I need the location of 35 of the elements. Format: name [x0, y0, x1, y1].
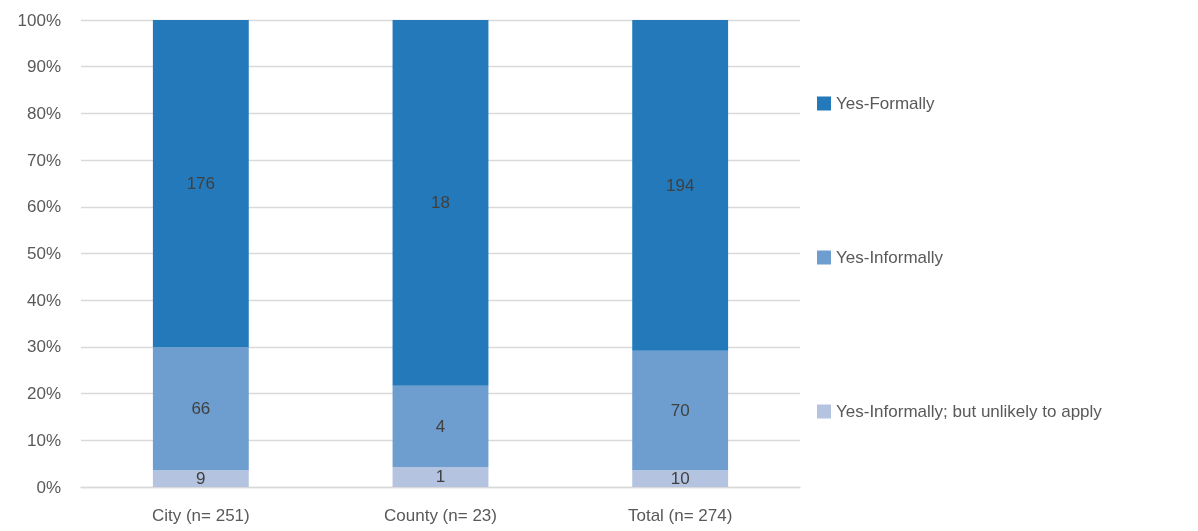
x-tick-label: County (n= 23) — [384, 506, 497, 525]
annotation: 4 — [435, 416, 446, 436]
legend-label: Yes-Formally — [836, 94, 936, 113]
annotation: 1 — [435, 467, 446, 487]
y-tick-label: 100% — [17, 10, 61, 30]
y-tick-label: 80% — [26, 103, 61, 123]
annotation: 194 — [665, 175, 695, 195]
bar — [152, 347, 249, 471]
y-tick-label: 20% — [26, 384, 61, 404]
annotation: 18 — [431, 193, 450, 213]
y-tick-label: 90% — [26, 57, 61, 77]
y-tick-label: 10% — [26, 430, 61, 450]
y-tick-label: 60% — [26, 197, 61, 217]
bar — [392, 466, 489, 487]
y-tick-label: 70% — [26, 150, 61, 170]
legend-label: Yes-Informally — [836, 248, 944, 267]
bar — [632, 470, 729, 487]
annotation: 66 — [191, 399, 211, 419]
annotation: 70 — [670, 400, 690, 420]
bar — [392, 385, 489, 467]
y-tick-label: 40% — [26, 290, 61, 310]
bar — [632, 20, 729, 351]
y-tick-label: 0% — [36, 477, 61, 497]
y-tick-label: 30% — [26, 337, 61, 357]
x-tick-label: Total (n= 274) — [627, 506, 733, 525]
y-tick-label: 50% — [26, 244, 61, 263]
bar — [152, 20, 249, 348]
bar — [632, 350, 729, 471]
x-tick-label: City (n= 251) — [151, 506, 250, 525]
legend-label: Yes-Informally; but unlikely to apply — [836, 402, 1103, 421]
annotation: 10 — [670, 469, 690, 489]
bar — [152, 470, 249, 487]
bar — [392, 20, 489, 386]
annotation: 176 — [186, 174, 216, 194]
annotation: 9 — [196, 469, 206, 489]
